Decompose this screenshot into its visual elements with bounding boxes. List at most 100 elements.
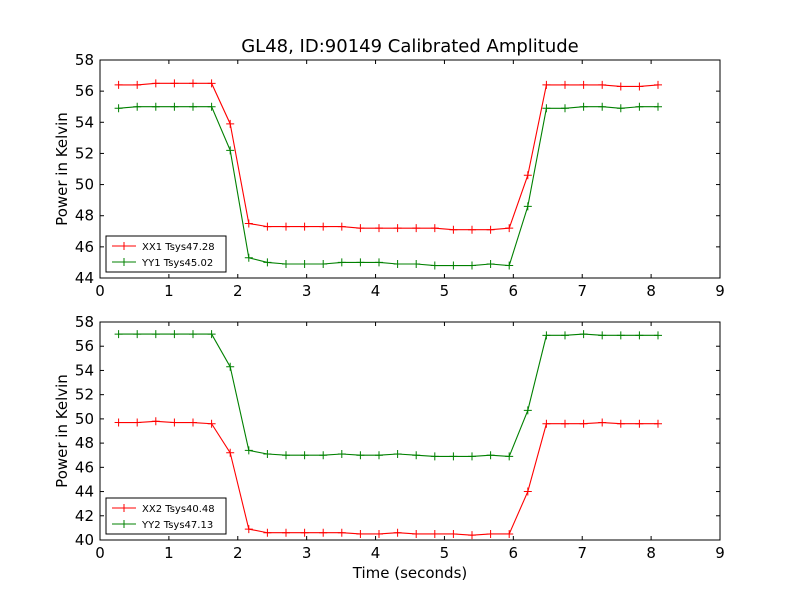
data-point [375, 258, 383, 267]
data-point [616, 82, 625, 91]
data-point [244, 219, 253, 228]
data-point [393, 224, 402, 233]
y-tick-label: 58 [75, 51, 94, 69]
x-axis-label: Time (seconds) [352, 564, 468, 582]
legend-label: YY1 Tsys45.02 [141, 258, 213, 269]
data-point [616, 331, 625, 340]
data-point [430, 261, 439, 270]
data-point [170, 102, 179, 111]
y-tick-label: 56 [75, 337, 94, 355]
data-point [151, 102, 160, 111]
y-tick-label: 52 [75, 144, 94, 162]
data-point [468, 225, 476, 234]
data-point [170, 330, 179, 339]
y-tick-label: 58 [75, 313, 94, 331]
data-point [114, 80, 123, 89]
plot-frame [99, 59, 721, 279]
data-point [635, 82, 644, 91]
data-point [542, 419, 551, 428]
data-point [356, 529, 365, 538]
data-point [486, 259, 495, 268]
data-point [300, 451, 309, 460]
data-point [114, 418, 123, 427]
data-point [244, 253, 253, 262]
data-point [263, 450, 272, 459]
data-point [579, 419, 588, 428]
data-point [430, 452, 439, 461]
data-point [598, 418, 607, 427]
y-tick-label: 54 [75, 113, 94, 131]
data-point [282, 259, 290, 268]
legend-marker [120, 504, 128, 512]
data-point [300, 528, 309, 537]
data-point [319, 528, 328, 537]
data-point [579, 102, 588, 111]
data-point [412, 451, 421, 460]
y-tick-label: 44 [75, 483, 94, 501]
data-point [579, 80, 588, 89]
data-point [170, 418, 179, 427]
data-point [282, 222, 290, 231]
data-point [505, 452, 514, 461]
y-tick-label: 50 [75, 410, 94, 428]
y-tick-label: 48 [75, 434, 94, 452]
data-point [300, 259, 309, 268]
legend-box [105, 497, 227, 535]
data-point [282, 451, 290, 460]
x-tick-label: 4 [371, 282, 381, 300]
series-2 [114, 102, 662, 270]
data-point [635, 419, 644, 428]
data-point [561, 419, 569, 428]
data-point [319, 222, 328, 231]
x-tick-label: 1 [164, 282, 174, 300]
x-tick-label: 2 [233, 282, 243, 300]
data-point [189, 102, 197, 111]
data-point [579, 330, 588, 339]
data-point [337, 222, 346, 231]
y-axis-label: Power in Kelvin [53, 112, 71, 226]
data-point [449, 261, 458, 270]
data-point [282, 528, 290, 537]
data-point [133, 102, 142, 111]
legend-label: XX1 Tsys47.28 [142, 242, 215, 253]
y-tick-label: 46 [75, 238, 94, 256]
data-point [393, 450, 402, 459]
legend-label: YY2 Tsys47.13 [141, 520, 213, 531]
x-tick-label: 0 [95, 282, 105, 300]
data-point [505, 224, 514, 233]
data-point [375, 529, 383, 538]
data-point [616, 104, 625, 113]
data-point [393, 259, 402, 268]
y-tick-label: 44 [75, 269, 94, 287]
data-point [133, 418, 142, 427]
chart-title: GL48, ID:90149 Calibrated Amplitude [241, 36, 579, 57]
data-point [133, 80, 142, 89]
data-point [654, 102, 662, 111]
data-point [523, 487, 532, 496]
data-point [226, 362, 235, 371]
legend-marker [120, 520, 128, 528]
y-tick-label: 52 [75, 386, 94, 404]
data-point [263, 258, 272, 267]
data-point [356, 451, 365, 460]
data-point [523, 171, 532, 180]
x-tick-label: 9 [715, 282, 725, 300]
data-point [300, 222, 309, 231]
x-tick-label: 5 [440, 544, 450, 562]
data-point [337, 450, 346, 459]
data-point [468, 452, 476, 461]
series-1 [114, 417, 662, 540]
data-point [189, 330, 197, 339]
data-point [226, 146, 235, 155]
series-1 [114, 79, 662, 234]
data-point [598, 80, 607, 89]
data-point [505, 261, 514, 270]
data-point [449, 529, 458, 538]
x-tick-label: 6 [509, 544, 519, 562]
data-point [542, 331, 551, 340]
legend-box [105, 235, 227, 273]
data-point [207, 102, 216, 111]
data-point [189, 79, 197, 88]
x-tick-label: 8 [646, 544, 656, 562]
